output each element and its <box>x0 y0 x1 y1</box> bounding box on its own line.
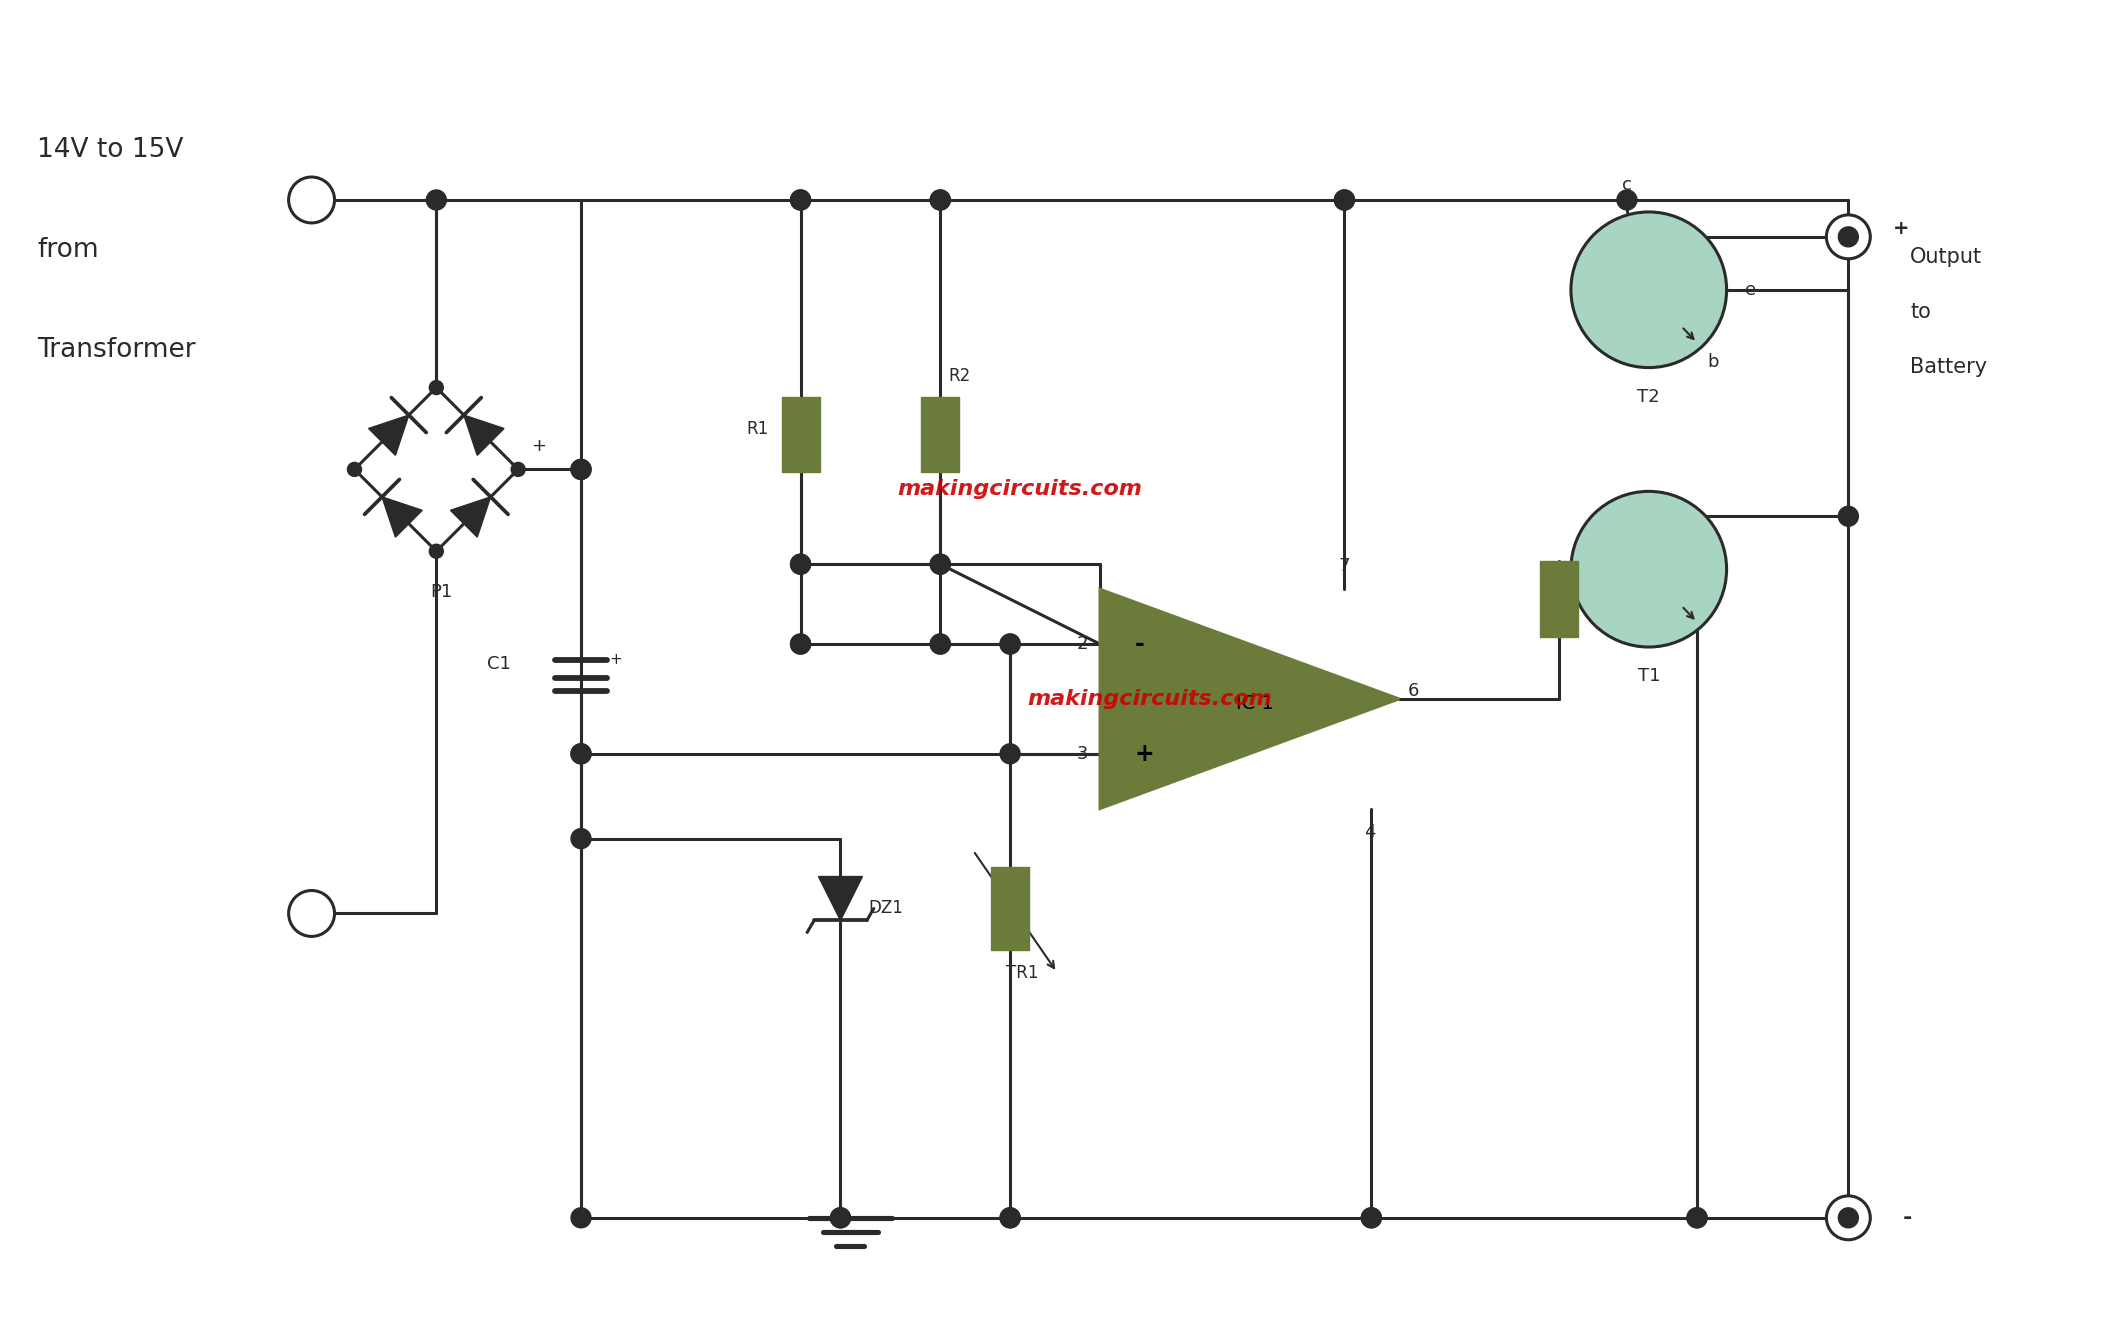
Circle shape <box>929 634 951 654</box>
Circle shape <box>999 1208 1021 1228</box>
Circle shape <box>571 459 592 479</box>
Text: 7: 7 <box>1339 557 1350 575</box>
Circle shape <box>571 828 592 848</box>
Circle shape <box>929 634 951 654</box>
Text: makingcircuits.com: makingcircuits.com <box>898 479 1142 500</box>
Text: Output: Output <box>1910 247 1982 266</box>
Text: R2: R2 <box>949 367 970 385</box>
Text: Battery: Battery <box>1910 356 1988 377</box>
Bar <box>1541 561 1579 637</box>
Circle shape <box>1335 190 1354 210</box>
Circle shape <box>289 890 335 936</box>
Circle shape <box>929 554 951 574</box>
Text: TR1: TR1 <box>1006 964 1038 983</box>
Text: +: + <box>530 438 545 455</box>
Text: T1: T1 <box>1638 667 1659 685</box>
Circle shape <box>348 463 361 476</box>
Circle shape <box>427 190 446 210</box>
Circle shape <box>792 634 811 654</box>
Text: 6: 6 <box>1407 682 1420 700</box>
Circle shape <box>289 177 335 223</box>
Circle shape <box>511 463 524 476</box>
Bar <box>921 397 959 472</box>
Circle shape <box>929 554 951 574</box>
Circle shape <box>1362 1208 1381 1228</box>
Text: R3: R3 <box>1587 590 1608 608</box>
Circle shape <box>999 634 1021 654</box>
Circle shape <box>792 190 811 210</box>
Text: IC 1: IC 1 <box>1235 694 1273 714</box>
Bar <box>991 867 1029 951</box>
Circle shape <box>571 744 592 764</box>
Polygon shape <box>369 415 410 455</box>
Circle shape <box>1827 215 1869 259</box>
Circle shape <box>999 634 1021 654</box>
Text: -: - <box>1135 632 1144 656</box>
Text: e: e <box>1744 281 1755 299</box>
Circle shape <box>1570 212 1727 368</box>
Text: R1: R1 <box>747 421 768 438</box>
Text: from: from <box>38 237 100 262</box>
Circle shape <box>929 190 951 210</box>
Text: C1: C1 <box>488 656 511 673</box>
Circle shape <box>1838 506 1859 526</box>
Polygon shape <box>819 877 862 921</box>
Circle shape <box>571 1208 592 1228</box>
Circle shape <box>792 554 811 574</box>
Circle shape <box>1362 1208 1381 1228</box>
Text: 2: 2 <box>1076 634 1089 653</box>
Circle shape <box>571 744 592 764</box>
Circle shape <box>792 634 811 654</box>
Text: -: - <box>1903 1208 1912 1228</box>
Text: Transformer: Transformer <box>38 336 195 363</box>
Circle shape <box>571 459 592 479</box>
Text: DZ1: DZ1 <box>868 900 904 918</box>
Text: 4: 4 <box>1364 823 1375 840</box>
Bar <box>781 397 819 472</box>
Text: c: c <box>1621 175 1632 194</box>
Text: P1: P1 <box>431 583 452 601</box>
Circle shape <box>429 545 443 558</box>
Circle shape <box>1687 1208 1706 1228</box>
Circle shape <box>999 744 1021 764</box>
Circle shape <box>1617 190 1636 210</box>
Circle shape <box>830 1208 851 1228</box>
Text: +: + <box>1135 741 1154 766</box>
Polygon shape <box>450 497 490 537</box>
Circle shape <box>1838 227 1859 247</box>
Circle shape <box>1335 190 1354 210</box>
Text: to: to <box>1910 302 1931 322</box>
Polygon shape <box>1099 590 1398 809</box>
Circle shape <box>1838 1208 1859 1228</box>
Text: +: + <box>1893 219 1910 239</box>
Polygon shape <box>382 497 422 537</box>
Circle shape <box>792 554 811 574</box>
Circle shape <box>929 190 951 210</box>
Polygon shape <box>465 415 505 455</box>
Text: +: + <box>609 653 622 667</box>
Circle shape <box>792 190 811 210</box>
Circle shape <box>999 1208 1021 1228</box>
Text: 14V to 15V: 14V to 15V <box>38 137 182 164</box>
Text: makingcircuits.com: makingcircuits.com <box>1027 689 1273 708</box>
Circle shape <box>830 1208 851 1228</box>
Circle shape <box>1687 1208 1706 1228</box>
Circle shape <box>1827 1196 1869 1240</box>
Circle shape <box>1570 492 1727 648</box>
Circle shape <box>429 381 443 394</box>
Text: 3: 3 <box>1076 745 1089 762</box>
Text: b: b <box>1706 352 1719 371</box>
Text: T2: T2 <box>1638 388 1659 405</box>
